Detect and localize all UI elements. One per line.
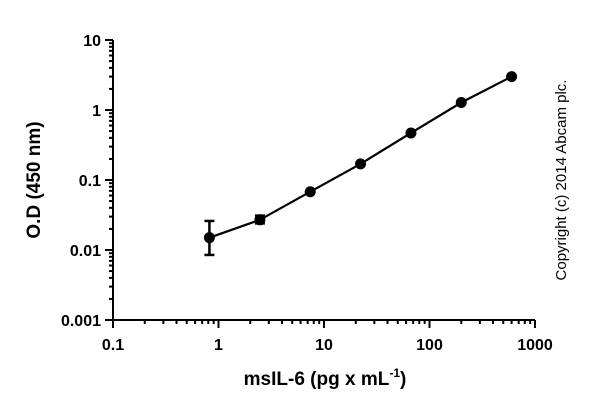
- data-point: [405, 127, 417, 139]
- data-point: [506, 71, 518, 83]
- x-tick-label: 1000: [517, 337, 553, 354]
- copyright-annotation: Copyright (c) 2014 Abcam plc.: [553, 80, 570, 281]
- x-tick-label: 1: [214, 337, 223, 354]
- y-tick-label: 10: [83, 33, 101, 50]
- data-series: [203, 71, 518, 257]
- data-point: [203, 232, 215, 244]
- x-axis-ticks: 0.1 1 10 100 1000: [102, 320, 553, 354]
- x-tick-label: 0.1: [102, 337, 124, 354]
- y-axis-ticks: 0.001 0.01 0.1 1 10: [61, 33, 113, 330]
- data-point: [304, 186, 316, 198]
- y-tick-label: 0.01: [70, 243, 101, 260]
- y-axis-title: O.D (450 nm): [24, 121, 45, 238]
- x-tick-label: 100: [416, 337, 443, 354]
- x-axis-title: msIL-6 (pg x mL-1): [244, 366, 407, 390]
- data-point: [455, 96, 467, 108]
- data-point: [355, 158, 367, 170]
- x-tick-label: 10: [315, 337, 333, 354]
- axes: [112, 40, 535, 321]
- y-tick-label: 1: [92, 103, 101, 120]
- y-tick-label: 0.001: [61, 313, 101, 330]
- data-point: [254, 214, 266, 226]
- y-tick-label: 0.1: [79, 173, 101, 190]
